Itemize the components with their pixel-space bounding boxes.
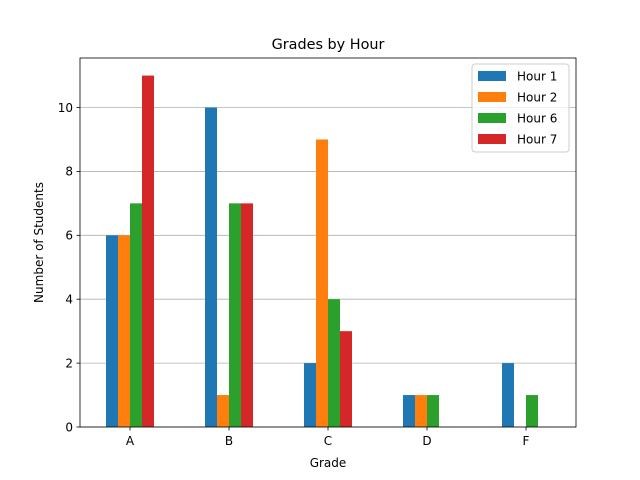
bar xyxy=(403,395,415,427)
legend: Hour 1 Hour 2 Hour 6 Hour 7 xyxy=(471,63,570,153)
x-axis-label: Grade xyxy=(310,456,347,470)
legend-swatch xyxy=(478,92,506,102)
chart-title: Grades by Hour xyxy=(272,37,385,53)
legend-box xyxy=(471,63,570,153)
y-tick-label: 8 xyxy=(65,165,73,179)
y-axis-ticks: 0 2 4 6 8 10 xyxy=(58,101,80,434)
x-tick-label: B xyxy=(225,434,233,448)
bar xyxy=(427,395,439,427)
bar xyxy=(142,75,154,428)
y-tick-label: 2 xyxy=(65,356,73,370)
x-tick-label: F xyxy=(523,434,530,448)
y-axis-label: Number of Students xyxy=(32,182,46,303)
legend-swatch xyxy=(478,113,506,123)
bar xyxy=(106,235,118,427)
bar xyxy=(328,299,340,427)
legend-label: Hour 6 xyxy=(517,112,557,126)
legend-label: Hour 1 xyxy=(517,70,557,84)
bar xyxy=(130,203,142,427)
bar xyxy=(415,395,427,427)
y-tick-label: 10 xyxy=(58,101,73,115)
legend-swatch xyxy=(478,71,506,81)
bar xyxy=(526,395,538,427)
bar xyxy=(502,363,514,427)
bar xyxy=(241,203,253,427)
legend-swatch xyxy=(478,134,506,144)
y-tick-label: 0 xyxy=(65,420,73,434)
bar xyxy=(304,363,316,427)
bar xyxy=(316,139,328,427)
x-tick-label: A xyxy=(126,434,135,448)
legend-label: Hour 2 xyxy=(517,91,557,105)
x-tick-label: C xyxy=(324,434,332,448)
bar xyxy=(205,107,217,428)
bar xyxy=(118,235,130,427)
bar xyxy=(217,395,229,427)
bar xyxy=(340,331,352,427)
legend-label: Hour 7 xyxy=(517,133,557,147)
bars xyxy=(106,75,538,428)
x-tick-label: D xyxy=(422,434,431,448)
y-tick-label: 6 xyxy=(65,229,73,243)
bar xyxy=(229,203,241,427)
y-tick-label: 4 xyxy=(65,293,73,307)
